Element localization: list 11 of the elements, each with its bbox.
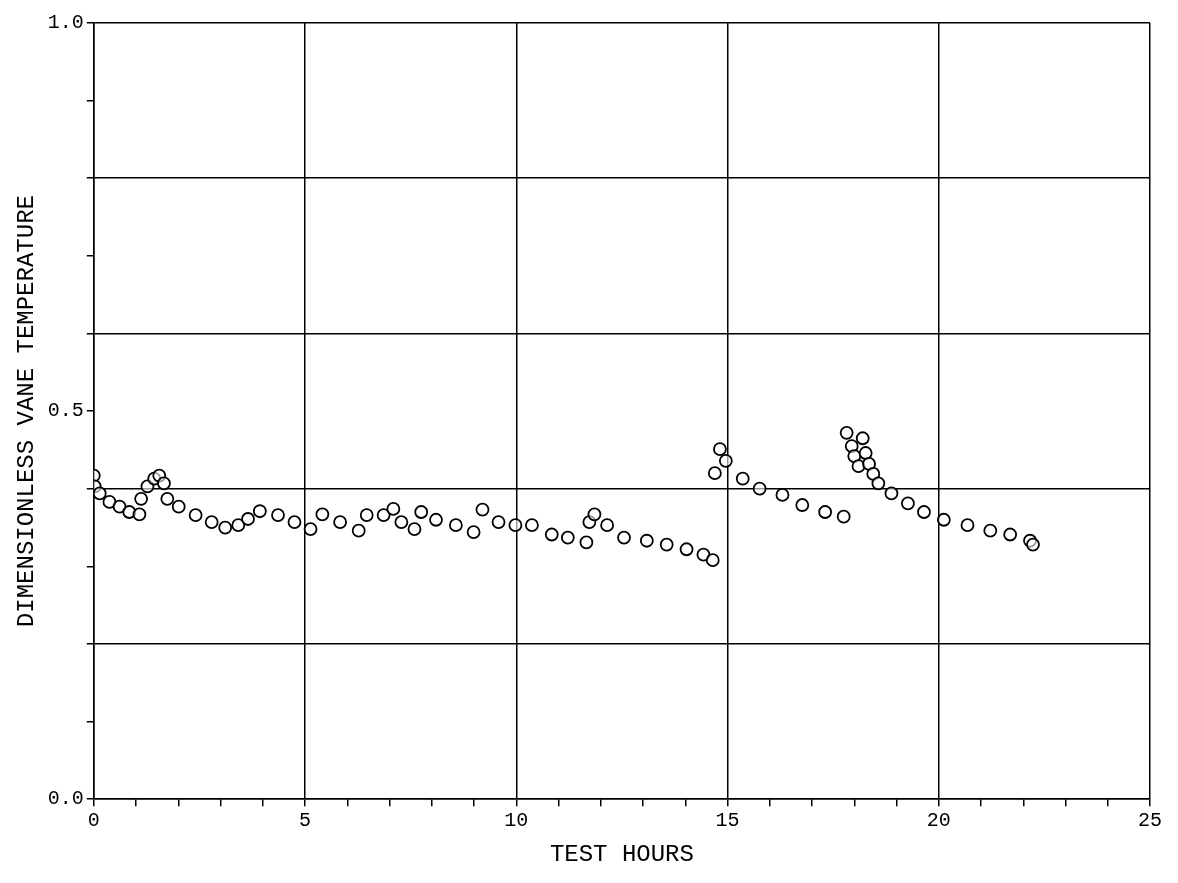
x-tick-label: 0 [87, 809, 100, 833]
y-tick-label: 1.0 [47, 11, 84, 35]
x-tick-label: 20 [926, 809, 951, 833]
x-tick-label: 25 [1137, 809, 1163, 833]
x-tick-label: 10 [504, 809, 529, 833]
y-axis-title: DIMENSIONLESS VANE TEMPERATURE [12, 195, 40, 628]
y-tick-label: 0.0 [47, 787, 84, 811]
x-tick-label: 15 [715, 809, 740, 833]
x-tick-label: 5 [299, 809, 312, 833]
x-axis-title: TEST HOURS [549, 840, 694, 868]
y-tick-label: 0.5 [47, 399, 84, 423]
